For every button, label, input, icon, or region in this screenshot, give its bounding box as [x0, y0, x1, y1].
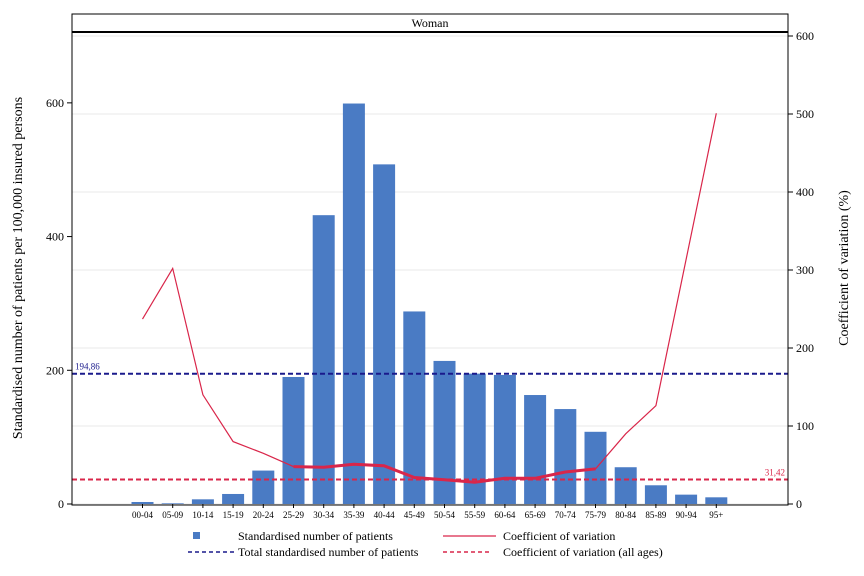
x-tick-label: 65-69 — [525, 510, 546, 520]
x-tick-label: 35-39 — [343, 510, 364, 520]
bar — [131, 501, 154, 504]
bar — [644, 485, 667, 504]
x-tick-label: 75-79 — [585, 510, 606, 520]
x-tick-label: 80-84 — [615, 510, 636, 520]
x-tick-label: 85-89 — [645, 510, 666, 520]
x-tick-label: 25-29 — [283, 510, 304, 520]
bar — [584, 431, 607, 504]
bar-series — [131, 103, 728, 505]
x-tick-label: 05-09 — [162, 510, 183, 520]
legend-label: Total standardised number of patients — [238, 545, 419, 559]
x-tick-label: 00-04 — [132, 510, 153, 520]
x-tick-label: 50-54 — [434, 510, 455, 520]
plot-frame — [71, 13, 789, 506]
bar — [493, 374, 516, 504]
x-tick-label: 30-34 — [313, 510, 334, 520]
x-tick-label: 95+ — [709, 510, 723, 520]
y2-tick-label: 100 — [796, 419, 814, 433]
right-axis-ticks: 0 100 200 300 400 500 600 — [788, 29, 814, 511]
bar — [312, 215, 335, 505]
legend-label: Coefficient of variation — [503, 529, 615, 543]
legend: Standardised number of patients Coefficie… — [188, 529, 663, 559]
y2-tick-label: 300 — [796, 263, 814, 277]
bar — [705, 497, 728, 504]
x-tick-label: 45-49 — [404, 510, 425, 520]
bar — [554, 409, 577, 504]
panel-title: Woman — [411, 16, 448, 30]
bar — [403, 311, 426, 504]
x-tick-label: 55-59 — [464, 510, 485, 520]
y-axis-label: Standardised number of patients per 100,… — [11, 97, 26, 439]
cv-line-series — [141, 113, 717, 484]
y2-axis-label: Coefficient of variation (%) — [837, 190, 852, 346]
bar — [524, 395, 547, 504]
bar — [191, 499, 214, 504]
gridlines — [72, 35, 788, 505]
x-tick-label: 90-94 — [676, 510, 697, 520]
y-tick-label: 400 — [46, 230, 64, 244]
y2-tick-label: 600 — [796, 29, 814, 43]
legend-label: Coefficient of variation (all ages) — [503, 545, 663, 559]
x-axis-ticks: 00-04 05-09 10-14 15-19 20-24 25-29 30-34 35-39… — [132, 504, 723, 520]
x-tick-label: 20-24 — [253, 510, 274, 520]
bar — [675, 494, 698, 504]
bar — [252, 470, 275, 504]
y2-tick-label: 200 — [796, 341, 814, 355]
x-tick-label: 40-44 — [374, 510, 395, 520]
bar — [433, 360, 456, 504]
y2-tick-label: 500 — [796, 107, 814, 121]
y2-tick-label: 400 — [796, 185, 814, 199]
y2-tick-label: 0 — [796, 497, 802, 511]
legend-label: Standardised number of patients — [238, 529, 393, 543]
bar — [614, 467, 637, 504]
cv-line-bold — [293, 462, 596, 484]
reference-lines: 194,86 31,42 — [72, 362, 788, 481]
x-tick-label: 60-64 — [494, 510, 515, 520]
reference-line-label: 194,86 — [75, 362, 100, 372]
bar — [282, 376, 305, 504]
x-tick-label: 70-74 — [555, 510, 576, 520]
y-tick-label: 0 — [58, 497, 64, 511]
legend-bar-symbol — [193, 532, 200, 539]
bar — [373, 164, 396, 504]
y-tick-label: 600 — [46, 96, 64, 110]
reference-line-label: 31,42 — [765, 467, 785, 477]
bar — [463, 373, 486, 504]
bar — [222, 493, 245, 504]
cv-line-thin — [141, 113, 717, 483]
bar — [342, 103, 365, 505]
x-tick-label: 15-19 — [223, 510, 244, 520]
left-axis-ticks: 0 200 400 600 — [46, 96, 72, 511]
y-tick-label: 200 — [46, 363, 64, 377]
x-tick-label: 10-14 — [192, 510, 213, 520]
bar — [161, 503, 184, 504]
